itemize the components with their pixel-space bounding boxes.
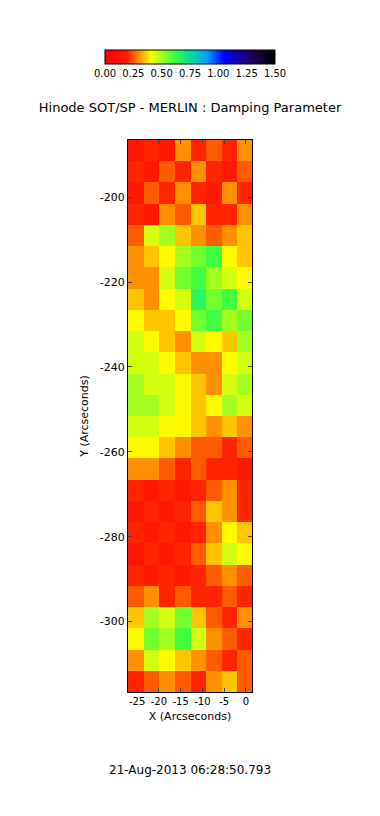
svg-text:0.75: 0.75 bbox=[179, 68, 201, 79]
svg-text:-280: -280 bbox=[100, 531, 125, 544]
svg-text:-25: -25 bbox=[129, 696, 145, 707]
svg-text:Hinode SOT/SP - MERLIN : Dampi: Hinode SOT/SP - MERLIN : Damping Paramet… bbox=[39, 100, 342, 115]
svg-text:0: 0 bbox=[243, 696, 249, 707]
svg-text:-5: -5 bbox=[219, 696, 229, 707]
svg-text:21-Aug-2013 06:28:50.793: 21-Aug-2013 06:28:50.793 bbox=[109, 763, 271, 777]
svg-text:1.25: 1.25 bbox=[236, 68, 258, 79]
svg-text:1.50: 1.50 bbox=[264, 68, 286, 79]
svg-text:-20: -20 bbox=[151, 696, 167, 707]
svg-text:-260: -260 bbox=[100, 446, 125, 459]
svg-text:0.50: 0.50 bbox=[151, 68, 173, 79]
svg-text:0.25: 0.25 bbox=[122, 68, 144, 79]
svg-text:-200: -200 bbox=[100, 191, 125, 204]
svg-text:-220: -220 bbox=[100, 276, 125, 289]
svg-text:0.00: 0.00 bbox=[94, 68, 116, 79]
svg-text:-240: -240 bbox=[100, 361, 125, 374]
svg-text:Y (Arcseconds): Y (Arcseconds) bbox=[78, 375, 91, 458]
svg-text:1.00: 1.00 bbox=[207, 68, 229, 79]
svg-text:-300: -300 bbox=[100, 615, 125, 628]
svg-text:-10: -10 bbox=[194, 696, 210, 707]
svg-text:X (Arcseconds): X (Arcseconds) bbox=[149, 710, 231, 723]
svg-text:-15: -15 bbox=[172, 696, 188, 707]
